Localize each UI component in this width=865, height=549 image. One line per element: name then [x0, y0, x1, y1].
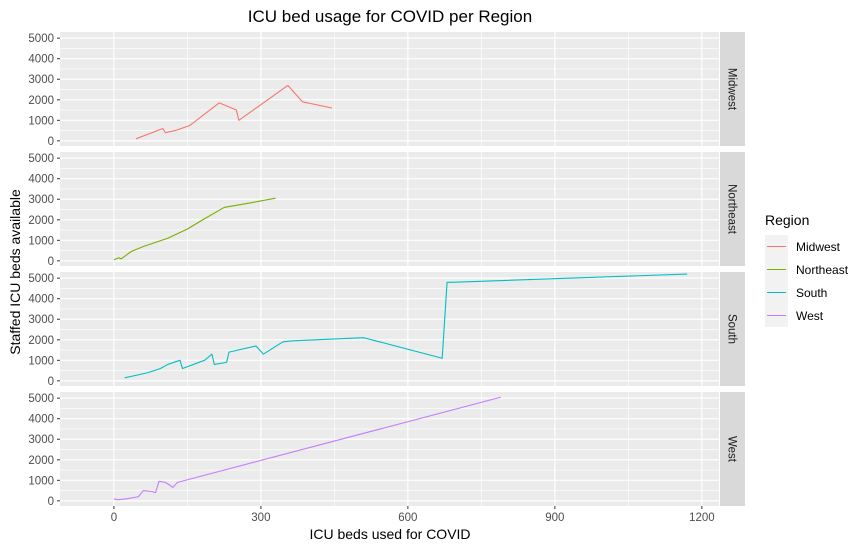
facet-strip-label: West: [726, 436, 738, 463]
y-tick-label: 5000: [28, 153, 54, 165]
facet-strip-label: Midwest: [726, 68, 738, 111]
x-tick-label: 0: [111, 512, 117, 524]
facet-panel-midwest: 0 1000 2000 3000 4000 5000 Midwest: [28, 32, 745, 148]
y-tick-label: 5000: [28, 273, 54, 285]
facet-panel-south: 0 1000 2000 3000 4000 5000 South: [28, 272, 745, 388]
legend-item-west: West: [765, 304, 824, 327]
y-axis-title: Staffed ICU beds available: [7, 189, 23, 355]
x-tick-label: 1200: [689, 512, 715, 524]
legend-item-midwest: Midwest: [765, 235, 841, 258]
y-tick-label: 5000: [28, 393, 54, 405]
facet-panel-northeast: 0 1000 2000 3000 4000 5000 Northeast: [28, 152, 745, 268]
panel-background: [60, 32, 719, 146]
y-tick-label: 0: [48, 496, 54, 508]
facet-panels: 010002000300040005000Midwest010002000300…: [28, 32, 745, 524]
y-tick-label: 3000: [28, 194, 54, 206]
panel-background: [60, 272, 719, 386]
chart-title: ICU bed usage for COVID per Region: [248, 7, 532, 26]
y-tick-label: 1000: [28, 475, 54, 487]
y-tick-label: 0: [48, 376, 54, 388]
y-tick-label: 2000: [28, 335, 54, 347]
x-axis-title: ICU beds used for COVID: [309, 526, 470, 542]
facet-strip: [720, 152, 745, 266]
x-tick-label: 600: [398, 512, 417, 524]
y-tick-label: 3000: [28, 314, 54, 326]
legend-label: West: [796, 309, 824, 323]
y-tick-label: 2000: [28, 455, 54, 467]
legend-item-northeast: Northeast: [765, 258, 849, 281]
panel-background: [60, 392, 719, 506]
y-tick-label: 1000: [28, 235, 54, 247]
legend-label: South: [796, 286, 827, 300]
y-tick-label: 0: [48, 136, 54, 148]
facet-strip-label: South: [726, 314, 738, 344]
series-line-south: [124, 273, 688, 379]
y-tick-label: 4000: [28, 54, 54, 66]
facet-strip-label: Northeast: [726, 184, 738, 235]
y-tick-label: 2000: [28, 215, 54, 227]
facet-strip: [720, 32, 745, 146]
legend-item-south: South: [765, 281, 827, 304]
y-tick-label: 3000: [28, 434, 54, 446]
y-tick-label: 1000: [28, 115, 54, 127]
y-tick-label: 3000: [28, 74, 54, 86]
facet-strip: [720, 392, 745, 506]
x-tick-label: 900: [545, 512, 564, 524]
y-tick-label: 4000: [28, 414, 54, 426]
y-tick-label: 4000: [28, 174, 54, 186]
facet-panel-west: 0 1000 2000 3000 4000 5000 West: [28, 392, 745, 508]
x-tick-label: 300: [251, 512, 270, 524]
facet-strip: [720, 272, 745, 386]
y-tick-label: 1000: [28, 355, 54, 367]
legend-label: Midwest: [796, 240, 841, 254]
y-tick-label: 5000: [28, 33, 54, 45]
y-tick-label: 4000: [28, 294, 54, 306]
series-line-northeast: [113, 197, 276, 261]
legend-label: Northeast: [796, 263, 849, 277]
y-tick-label: 0: [48, 256, 54, 268]
panel-background: [60, 152, 719, 266]
legend: Region Midwest Northeast South West: [765, 212, 849, 327]
legend-title: Region: [765, 212, 809, 228]
y-tick-label: 2000: [28, 95, 54, 107]
series-line-west: [113, 396, 502, 501]
series-line-midwest: [135, 84, 333, 140]
